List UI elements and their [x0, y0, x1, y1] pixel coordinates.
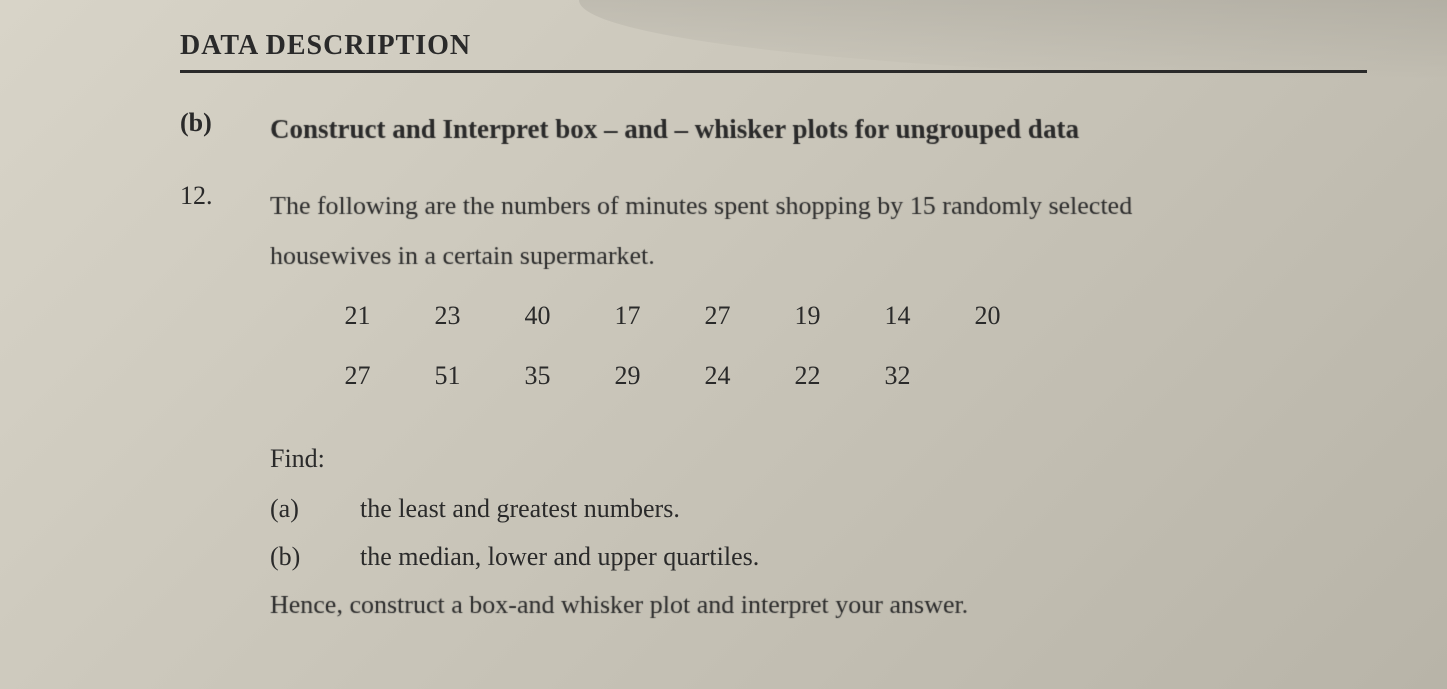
- section-label: (b): [180, 108, 270, 151]
- data-value: 14: [880, 295, 915, 337]
- sub-content-a: the least and greatest numbers.: [360, 494, 680, 524]
- sub-item-a: (a) the least and greatest numbers.: [270, 494, 1367, 524]
- data-row-1: 21 23 40 17 27 19 14 20: [340, 295, 1367, 337]
- question-row: 12. The following are the numbers of min…: [180, 181, 1367, 414]
- data-value: 27: [340, 355, 375, 397]
- question-text-line1: The following are the numbers of minutes…: [270, 181, 1367, 230]
- data-value: 51: [430, 355, 465, 397]
- page-curve-shadow: [579, 0, 1447, 80]
- section-subtitle: Construct and Interpret box – and – whis…: [270, 108, 1368, 151]
- sub-label-b: (b): [270, 542, 360, 572]
- data-value: 27: [700, 295, 735, 337]
- data-value: 23: [430, 295, 465, 337]
- data-value: 22: [790, 355, 825, 397]
- data-value: 20: [970, 295, 1005, 337]
- data-value: 35: [520, 355, 555, 397]
- data-value: 32: [880, 355, 915, 397]
- hence-text: Hence, construct a box-and whisker plot …: [270, 590, 1367, 620]
- data-value: 40: [520, 295, 555, 337]
- find-label: Find:: [270, 444, 1367, 474]
- data-value: 29: [610, 355, 645, 397]
- data-values-container: 21 23 40 17 27 19 14 20 27 51 35 29 24 2…: [340, 295, 1367, 396]
- data-row-2: 27 51 35 29 24 22 32: [340, 355, 1367, 397]
- section-heading-row: (b) Construct and Interpret box – and – …: [180, 108, 1367, 151]
- sub-label-a: (a): [270, 494, 360, 524]
- sub-content-b: the median, lower and upper quartiles.: [360, 542, 759, 572]
- question-content: The following are the numbers of minutes…: [270, 181, 1367, 414]
- data-value: 24: [700, 355, 735, 397]
- question-number: 12.: [180, 181, 270, 414]
- question-text-line2: housewives in a certain supermarket.: [270, 231, 1367, 280]
- sub-item-b: (b) the median, lower and upper quartile…: [270, 542, 1367, 572]
- data-value: 19: [790, 295, 825, 337]
- data-value: 17: [610, 295, 645, 337]
- data-value: 21: [340, 295, 375, 337]
